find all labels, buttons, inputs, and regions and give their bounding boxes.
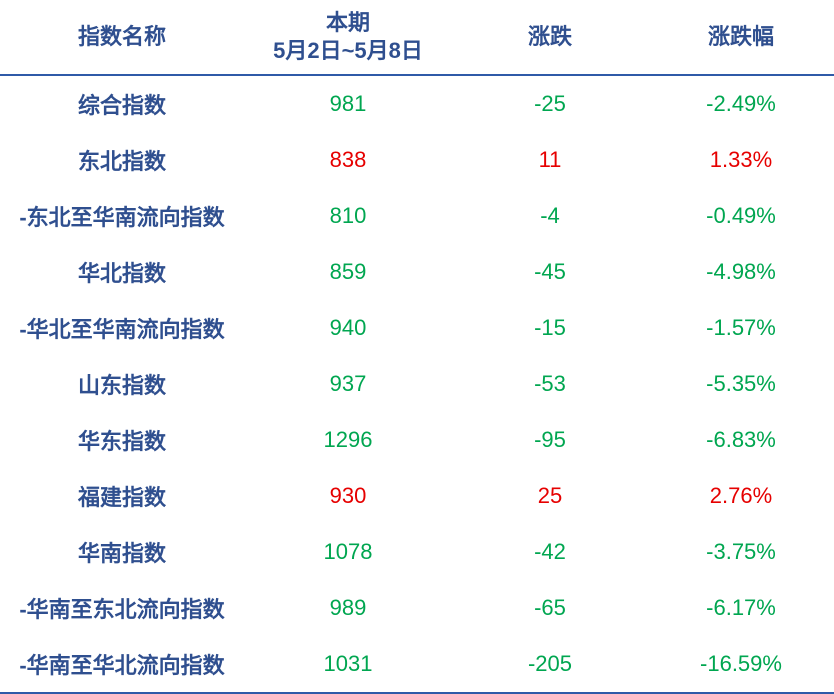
index-name: 华东指数 (77, 429, 166, 454)
table-row: 福建指数 930 25 2.76% (0, 468, 834, 524)
index-name: -华北至华南流向指数 (19, 317, 225, 342)
index-value: 989 (329, 595, 367, 620)
index-value: 1.33% (709, 147, 773, 172)
index-name: 华南指数 (77, 541, 166, 566)
index-value: -16.59% (648, 636, 834, 694)
header-cell: 本期 5月2日~5月8日 (244, 0, 452, 76)
index-value: -2.49% (706, 91, 776, 116)
index-name: 福建指数 (77, 485, 166, 510)
index-value: 810 (329, 203, 367, 228)
table-row: -东北至华南流向指数 810 -4 -0.49% (0, 188, 834, 244)
index-value: 940 (329, 315, 367, 340)
index-value: -205 (452, 636, 648, 694)
table-body: 综合指数 981 -25 -2.49% 东北指数 838 11 1.33% -东北至华南流向指数… (0, 75, 834, 694)
header-cell: 指数名称 (0, 0, 244, 76)
index-value: 859 (329, 259, 367, 284)
index-value: -95 (534, 427, 566, 452)
index-name: -华南至华北流向指数 (0, 636, 244, 694)
index-name: 华北指数 (77, 261, 166, 286)
header-text: 5月2日~5月8日 (273, 38, 423, 63)
index-value: 1031 (244, 636, 452, 694)
table-row: -华北至华南流向指数 940 -15 -1.57% (0, 300, 834, 356)
header-row: 指数名称 本期 5月2日~5月8日 涨跌 涨跌幅 (0, 0, 834, 76)
header-text: 本期 (325, 10, 370, 35)
index-value: -4 (540, 203, 560, 228)
index-name: 东北指数 (77, 149, 166, 174)
table-row: 华北指数 859 -45 -4.98% (0, 244, 834, 300)
index-value: -53 (534, 371, 566, 396)
index-value: -1.57% (706, 315, 776, 340)
index-value: -42 (534, 539, 566, 564)
index-name: 综合指数 (77, 93, 166, 118)
table-row: -华南至华北流向指数 1031 -205 -16.59% (0, 636, 834, 694)
index-value: -6.83% (706, 427, 776, 452)
index-value: 981 (329, 91, 367, 116)
index-value: 930 (329, 483, 367, 508)
header-cell: 涨跌 (452, 0, 648, 76)
index-value: 2.76% (709, 483, 773, 508)
index-value: 1078 (323, 539, 373, 564)
table-row: 东北指数 838 11 1.33% (0, 132, 834, 188)
index-value: -6.17% (706, 595, 776, 620)
index-value: -5.35% (706, 371, 776, 396)
index-value: 25 (537, 483, 563, 508)
table-row: 综合指数 981 -25 -2.49% (0, 75, 834, 132)
index-name: -华南至东北流向指数 (19, 597, 225, 622)
index-name: -东北至华南流向指数 (19, 205, 225, 230)
index-name: 山东指数 (77, 373, 166, 398)
index-value: 838 (329, 147, 367, 172)
index-value: -45 (534, 259, 566, 284)
index-value: -0.49% (706, 203, 776, 228)
table-row: 华东指数 1296 -95 -6.83% (0, 412, 834, 468)
header-cell: 涨跌幅 (648, 0, 834, 76)
index-value: -3.75% (706, 539, 776, 564)
index-value: 11 (538, 147, 562, 172)
table-row: 华南指数 1078 -42 -3.75% (0, 524, 834, 580)
index-value: 1296 (323, 427, 373, 452)
index-value: 937 (329, 371, 367, 396)
index-value: -65 (534, 595, 566, 620)
index-value: -4.98% (706, 259, 776, 284)
table-row: 山东指数 937 -53 -5.35% (0, 356, 834, 412)
index-value: -15 (534, 315, 566, 340)
table-row: -华南至东北流向指数 989 -65 -6.17% (0, 580, 834, 636)
index-value: -25 (534, 91, 566, 116)
